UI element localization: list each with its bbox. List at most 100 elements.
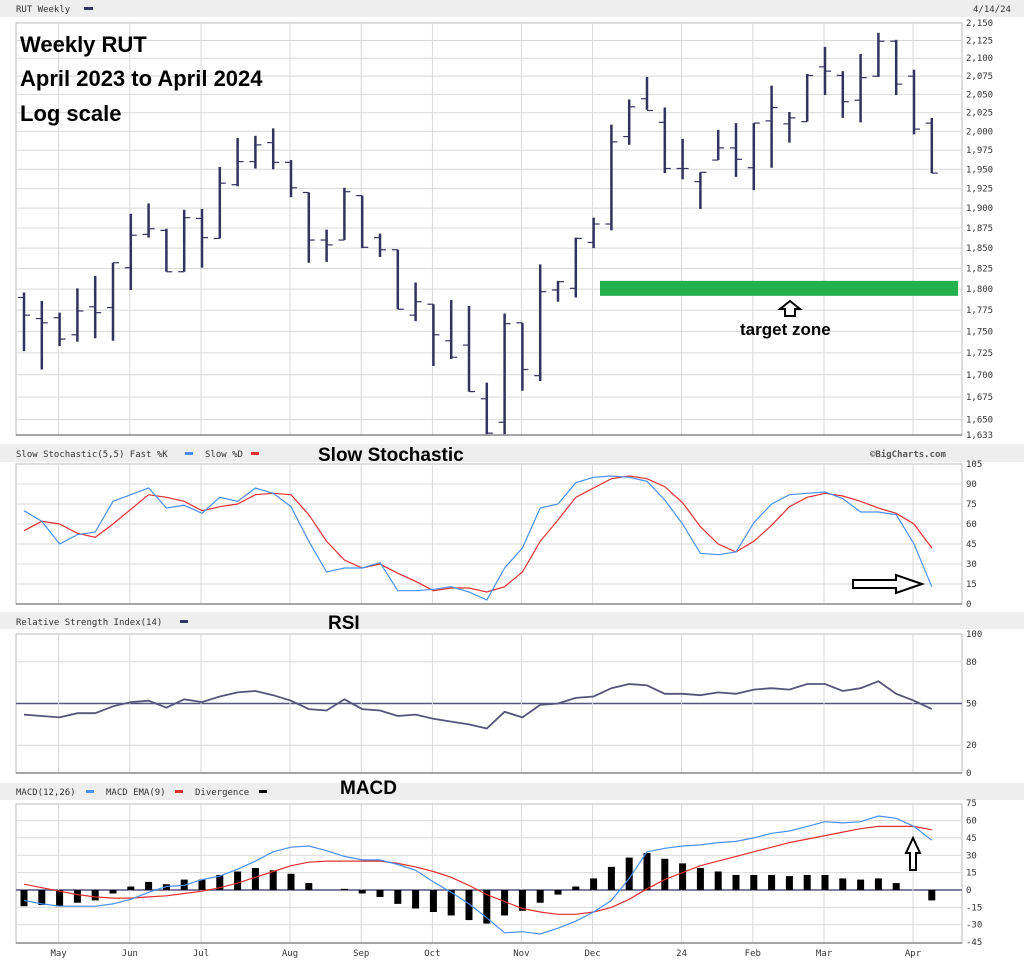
macd-up-arrow-icon [904, 835, 922, 871]
divergence-bar [661, 858, 669, 890]
price-y-tick-label: 1,750 [966, 327, 993, 337]
divergence-swatch [259, 790, 267, 793]
annotation-title-1: Weekly RUT [20, 32, 147, 57]
divergence-bar [216, 874, 224, 890]
divergence-bar [554, 890, 562, 895]
divergence-bar [269, 870, 277, 890]
fast-k-line [23, 475, 933, 601]
divergence-bar [590, 878, 598, 890]
divergence-bar [928, 890, 936, 901]
chart-layer: 2,150 2,125 2,100 2,075 2,050 2,025 2,000 1,975… [15, 19, 993, 959]
rsi-swatch [180, 620, 188, 623]
price-y-tick-label: 1,900 [966, 204, 993, 214]
rsi-y-tick-label: 20 [966, 741, 977, 751]
x-tick-label: Feb [745, 949, 761, 959]
macd-swatch [86, 790, 94, 793]
stoch-title: Slow Stochastic [318, 445, 464, 466]
divergence-bar [127, 886, 135, 890]
divergence-bar [607, 866, 615, 890]
macd-legend-divergence: Divergence [195, 788, 249, 798]
divergence-bar [412, 890, 420, 909]
x-tick-label: Jul [193, 949, 209, 959]
divergence-bar [465, 890, 473, 921]
macd-y-tick-label: -30 [966, 921, 982, 931]
macd-legend-macd: MACD(12,26) [16, 788, 76, 798]
divergence-bar [714, 871, 722, 890]
x-tick-label: Oct [424, 949, 440, 959]
macd-line [23, 815, 933, 935]
price-y-tick-label: 1,650 [966, 415, 993, 425]
target-zone-label: target zone [740, 320, 831, 339]
macd-header-strip [0, 783, 1024, 800]
divergence-bar [447, 890, 455, 916]
divergence-bar [109, 890, 117, 894]
divergence-bar [518, 890, 526, 911]
divergence-bar [305, 883, 313, 890]
price-y-tick-label: 1,975 [966, 146, 993, 156]
divergence-bar [56, 890, 64, 907]
price-y-tick-label: 1,700 [966, 371, 993, 381]
x-tick-label: Mar [816, 949, 833, 959]
divergence-bar [892, 883, 900, 890]
stoch-y-tick-label: 0 [966, 600, 971, 610]
ema-swatch [175, 790, 183, 793]
x-tick-label: Nov [513, 949, 529, 959]
divergence-bar [768, 874, 776, 890]
macd-y-tick-label: 0 [966, 886, 971, 896]
price-y-tick-label: 1,850 [966, 244, 993, 254]
x-tick-label: Jun [122, 949, 138, 959]
annotation-title-2: April 2023 to April 2024 [20, 66, 263, 91]
divergence-bar [20, 890, 28, 907]
target-zone-band [600, 280, 958, 296]
stoch-y-tick-label: 60 [966, 520, 977, 530]
divergence-bar [358, 890, 366, 894]
divergence-bar [732, 874, 740, 890]
symbol-label: RUT Weekly [16, 5, 71, 15]
price-y-tick-label: 2,125 [966, 37, 993, 47]
macd-legend-ema: MACD EMA(9) [106, 788, 166, 798]
price-y-tick-label: 1,825 [966, 264, 993, 274]
stoch-legend-fastk: Slow Stochastic(5,5) Fast %K [16, 450, 168, 460]
divergence-bar [839, 878, 847, 890]
x-tick-label: Sep [353, 949, 369, 959]
stoch-legend-slowd: Slow %D [205, 450, 243, 460]
stoch-y-tick-label: 30 [966, 560, 977, 570]
price-header-strip [0, 0, 1024, 17]
rsi-y-tick-label: 80 [966, 658, 977, 668]
stoch-y-tick-label: 45 [966, 540, 977, 550]
rsi-title: RSI [328, 613, 360, 634]
macd-title: MACD [340, 778, 397, 799]
divergence-bar [38, 890, 46, 906]
copyright-label: ©BigCharts.com [870, 449, 946, 460]
divergence-bar [73, 890, 81, 903]
price-y-tick-label: 1,775 [966, 306, 993, 316]
divergence-bar [750, 874, 758, 890]
divergence-bar [251, 868, 259, 890]
rsi-y-tick-label: 50 [966, 700, 977, 710]
stoch-right-arrow-icon [852, 573, 926, 595]
x-tick-label: Aug [282, 949, 298, 959]
divergence-bar [234, 871, 242, 890]
divergence-bar [803, 874, 811, 890]
rsi-header-strip [0, 612, 1024, 629]
fastk-swatch [185, 452, 193, 455]
divergence-bar [340, 888, 348, 890]
price-y-tick-label: 1,633 [966, 431, 993, 441]
divergence-bar [821, 874, 829, 890]
price-y-tick-label: 1,675 [966, 393, 993, 403]
divergence-bar [857, 879, 865, 890]
x-tick-label: 24 [676, 949, 687, 959]
divergence-bar [572, 886, 580, 890]
rsi-line [23, 680, 933, 730]
annotation-title-3: Log scale [20, 101, 121, 126]
stoch-y-tick-label: 90 [966, 480, 977, 490]
divergence-bar [91, 890, 99, 901]
stoch-header-strip [0, 444, 1024, 462]
macd-y-tick-label: 15 [966, 869, 977, 879]
price-y-tick-label: 2,000 [966, 127, 993, 137]
price-y-tick-label: 2,100 [966, 54, 993, 64]
price-y-tick-label: 1,925 [966, 185, 993, 195]
target-up-arrow-icon [777, 299, 803, 317]
divergence-bar [536, 890, 544, 903]
